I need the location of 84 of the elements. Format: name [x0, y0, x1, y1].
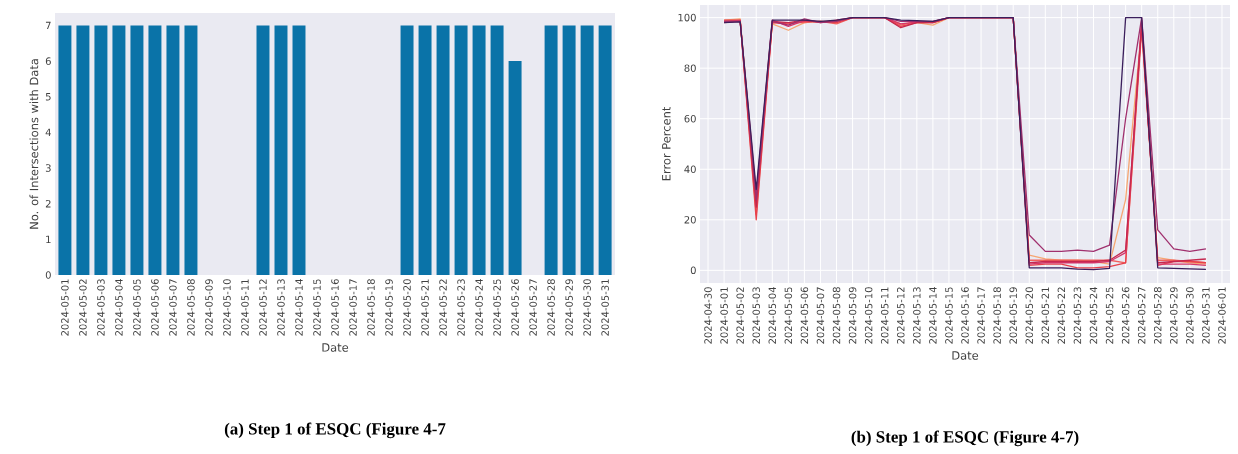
- x-tick-label: 2024-05-19: [1009, 287, 1017, 344]
- x-tick-label: 2024-05-11: [880, 287, 889, 344]
- x-tick-label: 2024-05-03: [97, 279, 105, 336]
- x-tick-label: 2024-05-25: [1105, 287, 1114, 344]
- x-axis-title: Date: [322, 343, 349, 352]
- y-tick-label: 0: [690, 266, 696, 275]
- x-tick-label: 2024-05-10: [223, 279, 231, 336]
- y-tick-label: 40: [684, 165, 696, 174]
- x-tick-label: 2024-05-18: [367, 279, 375, 336]
- x-tick-label: 2024-05-01: [61, 279, 69, 336]
- x-tick-label: 2024-05-14: [929, 287, 937, 344]
- x-tick-label: 2024-05-29: [565, 279, 573, 336]
- x-tick-label: 2024-05-20: [403, 279, 411, 336]
- x-tick-label: 2024-05-03: [752, 287, 760, 344]
- y-tick-label: 7: [45, 21, 51, 30]
- x-tick-label: 2024-05-30: [1186, 287, 1194, 344]
- x-tick-label: 2024-05-17: [977, 287, 985, 344]
- x-tick-label: 2024-05-16: [961, 287, 969, 344]
- x-tick-label: 2024-05-15: [945, 287, 953, 344]
- x-tick-label: 2024-05-16: [331, 279, 339, 336]
- x-tick-label: 2024-05-02: [79, 279, 87, 336]
- x-tick-label: 2024-05-09: [205, 279, 213, 336]
- x-tick-label: 2024-05-23: [457, 279, 465, 336]
- x-tick-label: 2024-04-30: [704, 287, 712, 344]
- x-tick-label: 2024-05-30: [583, 279, 591, 336]
- x-tick-label: 2024-05-11: [241, 279, 249, 336]
- x-tick-label: 2024-05-24: [475, 279, 483, 336]
- x-tick-label: 2024-05-26: [1121, 287, 1130, 344]
- y-tick-label: 6: [45, 57, 51, 65]
- x-tick-label: 2024-05-02: [736, 287, 744, 344]
- x-tick-label: 2024-05-28: [547, 279, 555, 336]
- x-tick-label: 2024-05-27: [1137, 287, 1146, 344]
- x-tick-label: 2024-05-29: [1170, 287, 1178, 344]
- x-tick-label: 2024-05-17: [349, 279, 357, 336]
- x-tick-label: 2024-05-13: [913, 287, 921, 344]
- x-tick-label: 2024-05-04: [115, 279, 123, 336]
- x-tick-label: 2024-05-23: [1073, 287, 1082, 344]
- x-tick-label: 2024-05-12: [896, 287, 905, 344]
- x-tick-label: 2024-05-18: [993, 287, 1001, 344]
- x-tick-label: 2024-05-13: [277, 279, 285, 336]
- x-tick-label: 2024-05-31: [601, 279, 609, 336]
- x-tick-label: 2024-05-06: [800, 287, 809, 344]
- x-axis-title: Date: [952, 351, 979, 360]
- x-tick-label: 2024-05-09: [848, 287, 857, 344]
- text: (a) Step 1 of ESQC (Figure 4-7: [224, 422, 446, 439]
- x-tick-label: 2024-05-28: [1153, 287, 1162, 344]
- x-tick-label: 2024-05-10: [864, 287, 873, 344]
- x-tick-label: 2024-05-08: [832, 287, 841, 344]
- y-axis-title: Error Percent: [662, 106, 671, 181]
- y-tick-label: 100: [678, 13, 696, 22]
- x-tick-label: 2024-05-27: [529, 279, 537, 336]
- y-tick-label: 60: [684, 114, 696, 123]
- x-tick-label: 2024-05-05: [133, 279, 141, 336]
- y-tick-label: 3: [45, 164, 51, 172]
- x-tick-label: 2024-05-14: [295, 279, 303, 336]
- y-tick-label: 1: [46, 235, 51, 243]
- x-tick-label: 2024-05-22: [439, 279, 447, 336]
- x-tick-label: 2024-05-15: [313, 279, 321, 336]
- y-tick-label: 0: [45, 271, 51, 279]
- x-tick-label: 2024-05-08: [187, 279, 195, 336]
- x-tick-label: 2024-05-06: [151, 279, 159, 336]
- y-tick-label: 5: [45, 93, 51, 101]
- y-tick-label: 2: [45, 199, 51, 208]
- x-tick-label: 2024-05-05: [784, 287, 793, 344]
- y-tick-label: 4: [45, 128, 51, 137]
- x-tick-label: 2024-05-07: [169, 279, 177, 336]
- x-tick-label: 2024-05-12: [259, 279, 267, 336]
- x-tick-label: 2024-05-01: [720, 287, 728, 344]
- text: (b) Step 1 of ESQC (Figure 4-7): [851, 430, 1079, 447]
- x-tick-label: 2024-05-21: [421, 279, 429, 336]
- x-tick-label: 2024-06-01: [1218, 287, 1226, 344]
- x-tick-label: 2024-05-26: [511, 279, 519, 336]
- x-tick-label: 2024-05-24: [1089, 287, 1098, 344]
- x-tick-label: 2024-05-04: [768, 287, 777, 344]
- x-tick-label: 2024-05-25: [493, 279, 501, 336]
- y-axis-title: No. of Intersections with Data: [29, 59, 39, 229]
- x-tick-label: 2024-05-21: [1041, 287, 1050, 344]
- x-tick-label: 2024-05-31: [1202, 287, 1210, 344]
- x-tick-label: 2024-05-22: [1057, 287, 1066, 344]
- x-tick-label: 2024-05-19: [385, 279, 393, 336]
- y-tick-label: 80: [684, 64, 696, 72]
- x-tick-label: 2024-05-07: [816, 287, 825, 344]
- x-tick-label: 2024-05-20: [1025, 287, 1034, 344]
- y-tick-label: 20: [684, 216, 696, 224]
